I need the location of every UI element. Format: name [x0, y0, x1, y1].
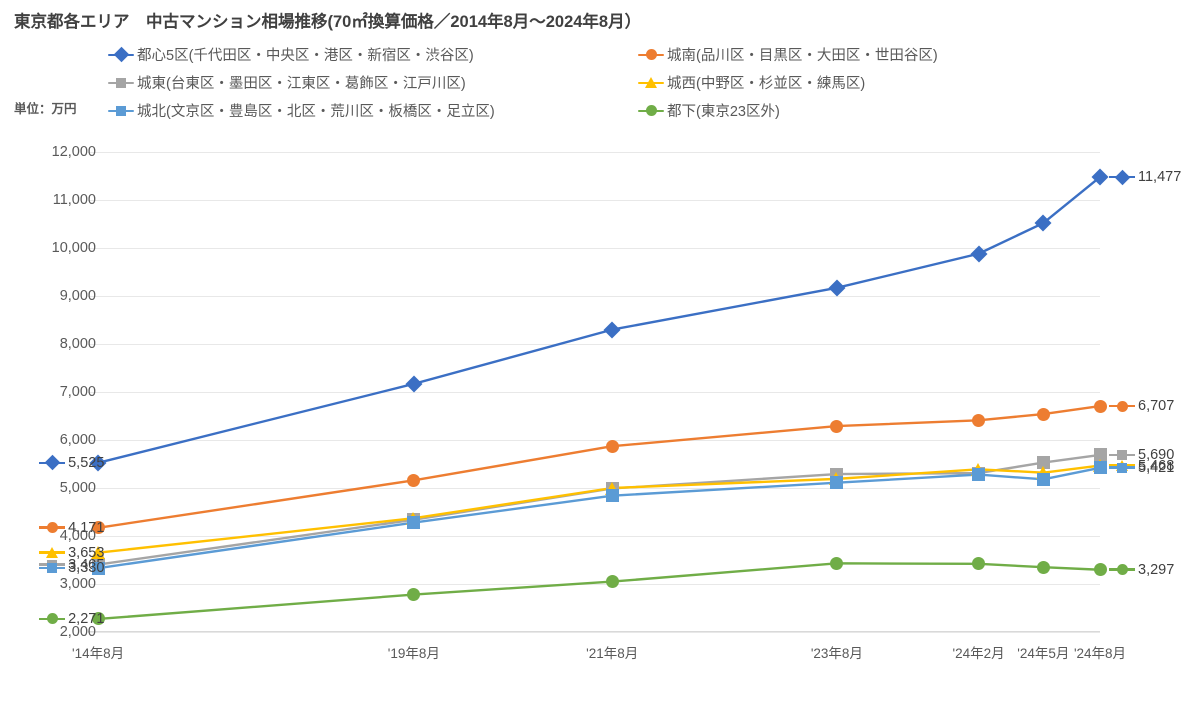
- gridline: [88, 296, 1100, 297]
- triangle-marker-icon: [638, 76, 664, 90]
- end-value-label: 11,477: [1138, 169, 1182, 186]
- x-axis-tick-label: '24年5月: [1017, 646, 1070, 661]
- gridline: [88, 152, 1100, 153]
- legend-item-5[interactable]: 城北(文京区・豊島区・北区・荒川区・板橋区・足立区): [108, 100, 495, 121]
- x-axis-tick-label: '24年8月: [1073, 646, 1127, 661]
- end-value-label: 3,297: [1138, 561, 1175, 578]
- y-axis-tick-label: 11,000: [52, 192, 96, 208]
- circle-marker-icon: [638, 48, 664, 62]
- x-axis-tick-label: '23年8月: [810, 646, 863, 661]
- y-axis-tick-label: 5,000: [59, 480, 96, 496]
- gridline: [88, 584, 1100, 585]
- gridline: [88, 344, 1100, 345]
- x-axis-tick-label: '14年8月: [72, 646, 125, 661]
- legend-item-2[interactable]: 城南(品川区・目黒区・大田区・世田谷区): [638, 44, 938, 65]
- y-axis-tick-label: 12,000: [51, 144, 96, 160]
- y-axis-unit-label: 単位：万円: [14, 102, 77, 116]
- legend-item-1[interactable]: 都心5区(千代田区・中央区・港区・新宿区・渋谷区): [108, 44, 474, 65]
- square-marker-icon: [108, 76, 134, 90]
- legend-label: 城東(台東区・墨田区・江東区・葛飾区・江戸川区): [137, 76, 466, 92]
- y-axis-tick-label: 2,000: [59, 624, 96, 640]
- gridline: [88, 488, 1100, 489]
- y-axis-tick-label: 9,000: [59, 288, 96, 304]
- start-value-label: 3,330: [68, 560, 105, 577]
- legend-label: 城南(品川区・目黒区・大田区・世田谷区): [667, 48, 938, 64]
- legend-label: 都心5区(千代田区・中央区・港区・新宿区・渋谷区): [137, 48, 474, 64]
- end-value-label: 5,690: [1138, 446, 1175, 463]
- y-axis-tick-label: 10,000: [51, 240, 96, 256]
- legend-item-4[interactable]: 城西(中野区・杉並区・練馬区): [638, 72, 865, 93]
- y-axis-tick-label: 8,000: [59, 336, 96, 352]
- gridline: [88, 200, 1100, 201]
- gridline: [88, 440, 1100, 441]
- start-value-label: 5,525: [68, 454, 105, 471]
- y-axis-tick-label: 6,000: [59, 432, 96, 448]
- legend-item-3[interactable]: 城東(台東区・墨田区・江東区・葛飾区・江戸川区): [108, 72, 466, 93]
- circle-marker-icon: [638, 104, 664, 118]
- x-axis-tick-label: '24年2月: [952, 646, 1005, 661]
- y-axis-tick-label: 7,000: [59, 384, 96, 400]
- legend-label: 都下(東京23区外): [667, 104, 780, 120]
- x-axis-tick-label: '19年8月: [387, 646, 440, 661]
- end-value-label: 5,468: [1138, 457, 1175, 474]
- gridline: [88, 392, 1100, 393]
- chart-legend: 都心5区(千代田区・中央区・港区・新宿区・渋谷区) 城南(品川区・目黒区・大田区・…: [108, 44, 1108, 130]
- y-axis-tick-label: 4,000: [59, 528, 96, 544]
- end-value-label: 6,707: [1138, 398, 1175, 415]
- gridline: [88, 536, 1100, 537]
- square-marker-icon: [108, 104, 134, 118]
- chart-title: 東京都各エリア 中古マンション相場推移(70㎡換算価格／2014年8月〜2024…: [14, 13, 642, 31]
- gridline: [88, 248, 1100, 249]
- x-axis-tick-label: '21年8月: [586, 646, 639, 661]
- gridline: [88, 632, 1100, 633]
- y-axis-tick-label: 3,000: [59, 576, 96, 592]
- legend-label: 城北(文京区・豊島区・北区・荒川区・板橋区・足立区): [137, 104, 495, 120]
- end-value-label: 5,421: [1138, 459, 1175, 476]
- legend-item-6[interactable]: 都下(東京23区外): [638, 100, 780, 121]
- legend-label: 城西(中野区・杉並区・練馬区): [667, 76, 866, 92]
- x-axis-line: [88, 631, 1100, 632]
- start-value-label: 4,171: [68, 519, 105, 536]
- plot-area: [88, 152, 1100, 633]
- start-value-label: 3,653: [68, 544, 105, 561]
- start-value-label: 2,271: [68, 610, 105, 627]
- diamond-marker-icon: [108, 46, 134, 63]
